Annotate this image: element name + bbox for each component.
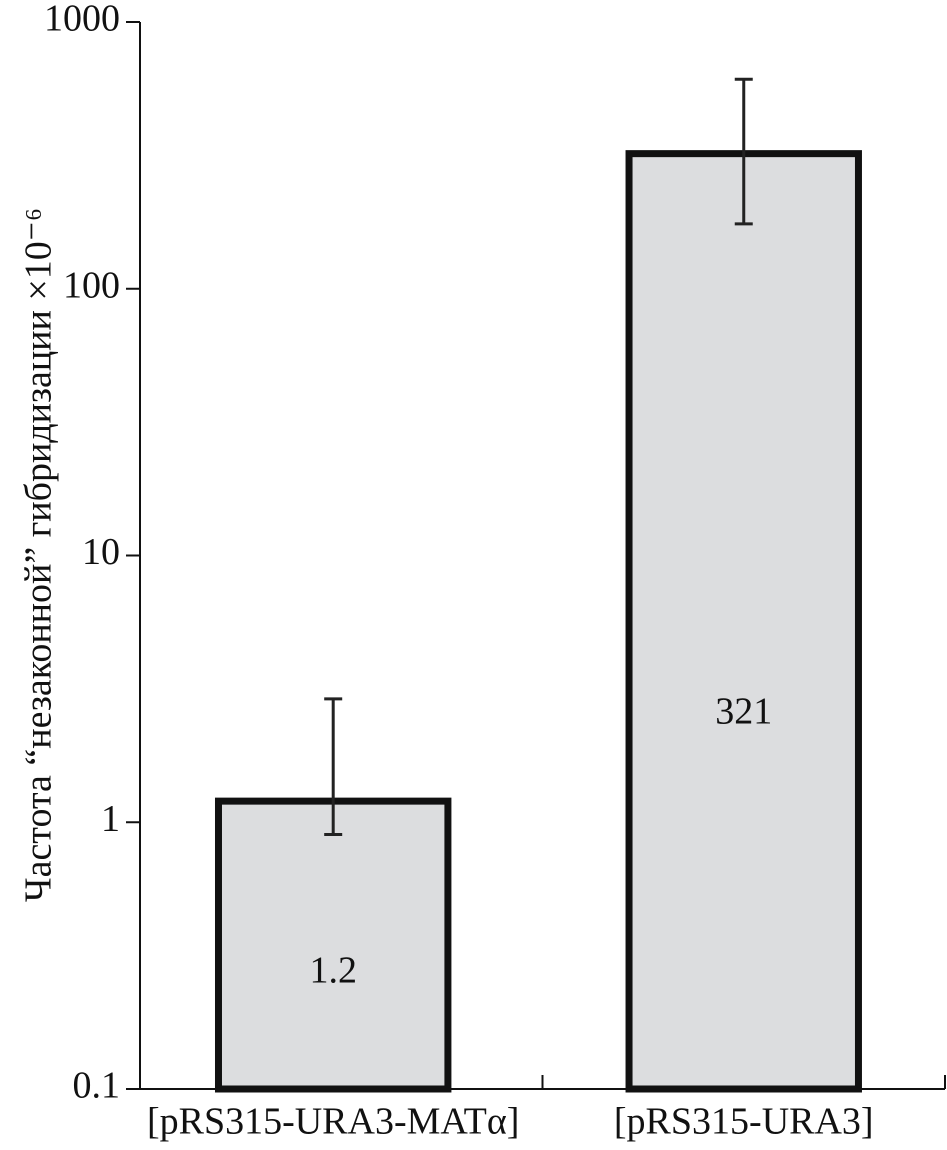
- error-bar: [324, 697, 343, 836]
- y-tick-label: 0.1: [73, 1065, 121, 1107]
- x-tick-label: [pRS315-URA3]: [614, 1101, 874, 1143]
- y-tick-label: 100: [63, 264, 120, 306]
- x-tick-label: [pRS315-URA3-MATα]: [147, 1101, 519, 1143]
- y-axis-label: Частота “незаконной” гибридизации ×10⁻⁶: [18, 208, 60, 902]
- error-bar: [734, 77, 753, 226]
- bar: [625, 150, 862, 1093]
- y-tick-label: 10: [82, 531, 120, 573]
- y-tick-label: 1: [101, 798, 120, 840]
- value-label: 321: [715, 691, 772, 733]
- y-tick-label: 1000: [44, 0, 120, 40]
- bar: [214, 797, 452, 1093]
- value-label: 1.2: [309, 950, 357, 992]
